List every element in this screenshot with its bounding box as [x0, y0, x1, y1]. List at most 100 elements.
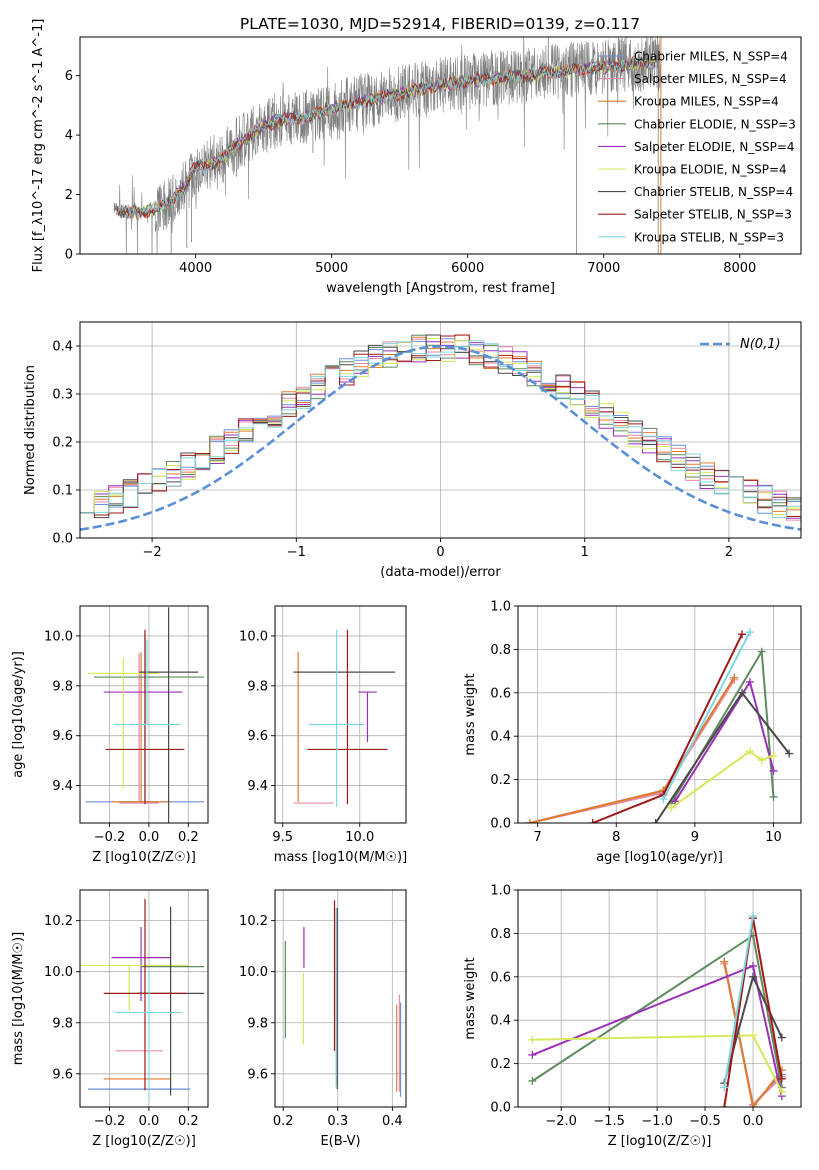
- y-tick-label: 2: [65, 188, 73, 203]
- y-tick-label: 10.0: [239, 629, 268, 644]
- y-tick-label: 9.6: [247, 729, 268, 744]
- y-axis-label: Flux [f_λ10^-17 erg cm^-2 s^-1 A^-1]: [31, 19, 46, 273]
- observed-spectrum: [113, 37, 662, 254]
- model-spectrum: [116, 56, 656, 219]
- legend-label: Chabrier ELODIE, N_SSP=3: [634, 117, 796, 131]
- point-marker: [749, 961, 758, 970]
- series-kroupa-elodie: [528, 1031, 786, 1096]
- plot-layer: 4000 5000 6000 7000 8000 0 2 4 6 wavelength [Angs…: [11, 19, 802, 1149]
- x-tick-label: −0.2: [94, 830, 126, 845]
- grid-lines: [275, 890, 406, 1107]
- axes-frame: −2.0 −1.5 −1.0 −0.5 0.0 0.0 0.2 0.4 0.6 0.8 1.0 Z […: [463, 884, 802, 1149]
- y-tick-label: 0.2: [490, 1057, 511, 1072]
- point-marker: [528, 1076, 537, 1085]
- point-marker: [738, 630, 747, 639]
- x-tick-label: 10.0: [345, 830, 374, 845]
- legend-label: Kroupa STELIB, N_SSP=3: [634, 230, 784, 244]
- y-tick-label: 10.0: [44, 965, 73, 980]
- model-spectrum: [116, 56, 656, 219]
- y-tick-label: 0.1: [52, 484, 73, 499]
- y-tick-label: 9.6: [52, 729, 73, 744]
- point-salpeter-stelib: [307, 629, 388, 805]
- legend-label: Salpeter STELIB, N_SSP=3: [634, 208, 792, 222]
- axes-border: [79, 605, 209, 824]
- y-tick-label: 10.0: [239, 965, 268, 980]
- x-axis-label: mass [log10(M/M☉)]: [274, 850, 407, 865]
- y-tick-label: 6: [65, 69, 73, 84]
- series-salpeter-stelib: [588, 630, 747, 823]
- x-tick-label: −0.2: [94, 1114, 126, 1129]
- y-axis-label: mass [log10(M/M☉)]: [11, 932, 26, 1065]
- y-tick-label: 10.0: [44, 629, 73, 644]
- y-tick-label: 10.2: [44, 914, 73, 929]
- y-tick-label: 0.0: [490, 1101, 511, 1116]
- y-tick-label: 9.6: [247, 1067, 268, 1082]
- point-marker: [749, 912, 758, 921]
- x-tick-label: 0.0: [139, 830, 160, 845]
- plot-area: [113, 37, 662, 254]
- y-tick-label: 0.4: [490, 730, 511, 745]
- axes-frame: −0.2 0.0 0.2 9.4 9.6 9.8 10.0 Z [log10(Z/Z☉)] ag…: [11, 605, 209, 865]
- point-marker: [720, 1103, 729, 1107]
- point-marker: [749, 972, 758, 981]
- x-tick-label: 10: [765, 830, 782, 845]
- axes-border: [517, 889, 802, 1108]
- x-axis-label: wavelength [Angstrom, rest frame]: [326, 281, 555, 296]
- point-kroupa-stelib: [115, 971, 183, 1100]
- series-kroupa-stelib: [720, 912, 758, 1092]
- y-tick-label: 0.2: [490, 773, 511, 788]
- axes-border: [79, 889, 209, 1108]
- axes-frame: −2 −1 0 1 2 0.0 0.1 0.2 0.3 0.4 (data-model)/error…: [23, 321, 802, 580]
- x-tick-label: 1: [581, 545, 589, 560]
- point-marker: [745, 677, 754, 686]
- panel-weight-vs-Z: −2.0 −1.5 −1.0 −0.5 0.0 0.0 0.2 0.4 0.6 0.8 1.0 Z […: [463, 884, 802, 1149]
- y-tick-label: 0.2: [52, 436, 73, 451]
- x-tick-label: 6000: [451, 261, 484, 276]
- weight-line: [662, 631, 751, 800]
- point-kroupa-stelib: [308, 629, 365, 807]
- grid-lines: [275, 606, 406, 823]
- point-marker: [777, 1087, 786, 1096]
- axes-frame: −0.2 0.0 0.2 9.6 9.8 10.0 10.2 Z [log10(Z/Z☉)] m…: [11, 889, 209, 1149]
- y-tick-label: 0.4: [490, 1014, 511, 1029]
- x-tick-label: 4000: [179, 261, 212, 276]
- x-tick-label: 0.3: [327, 1114, 348, 1129]
- point-chabrier-stelib: [137, 906, 205, 1096]
- panel-age-vs-mass: 9.5 10.0 9.4 9.6 9.8 10.0 mass [log10(M/M☉)]: [239, 605, 407, 865]
- normal-curve: [80, 345, 801, 531]
- x-tick-label: −1.5: [593, 1114, 625, 1129]
- y-tick-label: 0.4: [52, 340, 73, 355]
- x-tick-label: 0.2: [178, 830, 199, 845]
- point-marker: [777, 1074, 786, 1083]
- grid-lines: [80, 890, 208, 1107]
- point-marker: [745, 628, 754, 637]
- point-marker: [777, 1033, 786, 1042]
- point-marker: [528, 1050, 537, 1059]
- y-tick-label: 0.6: [490, 970, 511, 985]
- y-tick-label: 1.0: [490, 600, 511, 615]
- point-marker: [749, 1103, 758, 1107]
- weight-line: [723, 961, 783, 1107]
- legend-label: N(0,1): [740, 337, 781, 352]
- point-marker: [588, 819, 597, 823]
- point-salpeter-stelib: [103, 898, 187, 1091]
- point-marker: [749, 1031, 758, 1040]
- y-axis-label: age [log10(age/yr)]: [11, 651, 26, 778]
- point-kroupa-stelib: [113, 639, 181, 726]
- plot-area: [85, 607, 205, 823]
- point-marker: [745, 747, 754, 756]
- x-tick-label: 7: [534, 830, 542, 845]
- panel-weight-vs-age: 7 8 9 10 0.0 0.2 0.4 0.6 0.8 1.0 age [log10(age/yr…: [463, 600, 802, 865]
- x-tick-label: 9: [691, 830, 699, 845]
- y-tick-label: 9.4: [52, 779, 73, 794]
- y-tick-label: 9.8: [247, 1016, 268, 1031]
- x-axis-label: age [log10(age/yr)]: [596, 850, 723, 865]
- x-tick-label: 9.5: [272, 830, 293, 845]
- y-tick-label: 0.0: [52, 532, 73, 547]
- legend-label: Chabrier STELIB, N_SSP=4: [634, 185, 793, 199]
- y-tick-label: 10.2: [239, 914, 268, 929]
- point-salpeter-stelib: [105, 629, 185, 805]
- panel-age-vs-Z: −0.2 0.0 0.2 9.4 9.6 9.8 10.0 Z [log10(Z/Z☉)] ag…: [11, 605, 209, 865]
- legend: Chabrier MILES, N_SSP=4 Salpeter MILES, N…: [598, 50, 796, 244]
